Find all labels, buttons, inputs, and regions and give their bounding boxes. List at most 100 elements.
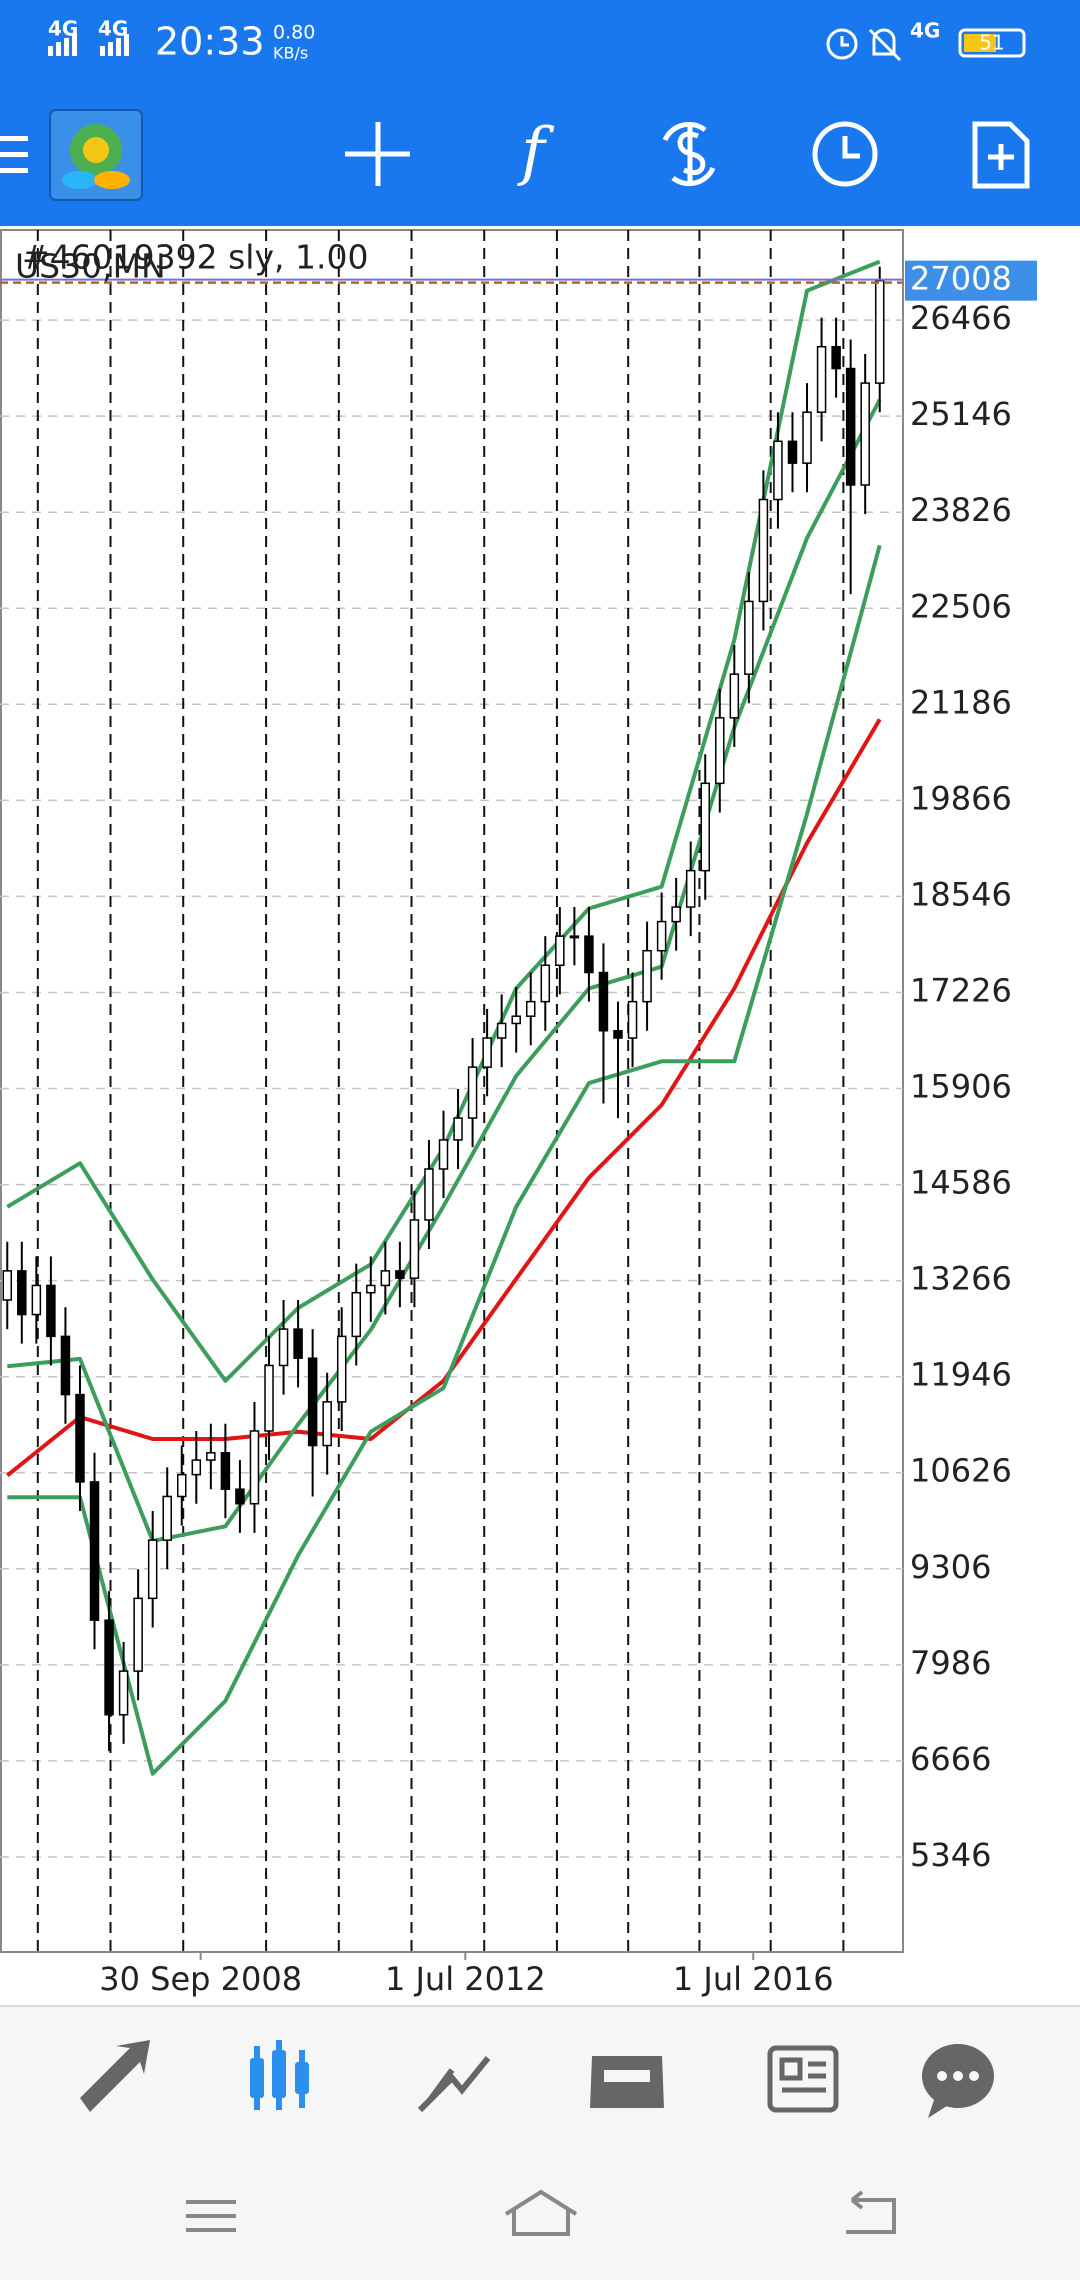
candle-body bbox=[787, 440, 798, 464]
trade-tab[interactable] bbox=[417, 2056, 491, 2113]
candle-body bbox=[60, 1335, 71, 1396]
candle-body bbox=[235, 1488, 245, 1505]
candle-body bbox=[424, 1168, 434, 1221]
y-tick-label: 18546 bbox=[910, 875, 1012, 913]
crosshair-button[interactable] bbox=[345, 122, 410, 186]
candle-body bbox=[249, 1430, 260, 1505]
trade-button[interactable] bbox=[662, 121, 716, 187]
candle-body bbox=[860, 382, 870, 486]
candle-body bbox=[220, 1452, 231, 1490]
battery-percent: 51 bbox=[979, 31, 1004, 55]
chat-tab[interactable] bbox=[922, 2044, 994, 2118]
y-tick-label: 5346 bbox=[910, 1836, 991, 1874]
history-tab[interactable] bbox=[590, 2056, 664, 2108]
candle-body bbox=[380, 1270, 391, 1287]
candle-body bbox=[307, 1357, 318, 1447]
nav-menu[interactable] bbox=[186, 2200, 236, 2232]
candle-body bbox=[715, 717, 725, 785]
x-tick-label: 1 Jul 2016 bbox=[673, 1960, 834, 1998]
chart-tab[interactable] bbox=[250, 2040, 309, 2110]
mute-icon bbox=[868, 28, 902, 62]
signal-icon bbox=[100, 34, 129, 56]
candle-body bbox=[656, 920, 667, 952]
candle-body bbox=[31, 1284, 42, 1316]
candle-body bbox=[584, 935, 594, 974]
candle-body bbox=[322, 1401, 332, 1447]
candle-body bbox=[206, 1452, 216, 1461]
candle-body bbox=[264, 1364, 274, 1432]
news-tab[interactable] bbox=[767, 2045, 839, 2113]
net-speed-unit: KB/s bbox=[273, 44, 308, 63]
y-tick-label: 17226 bbox=[910, 971, 1012, 1009]
y-tick-label: 21186 bbox=[910, 683, 1012, 721]
y-tick-label: 14586 bbox=[910, 1164, 1012, 1202]
timeframe-button[interactable] bbox=[812, 121, 878, 187]
candle-body bbox=[845, 367, 856, 486]
candle-body bbox=[613, 1029, 623, 1039]
candle-body bbox=[555, 935, 565, 967]
candle-body bbox=[816, 345, 827, 413]
candle-body bbox=[104, 1619, 114, 1716]
candle-body bbox=[773, 440, 783, 501]
header-bg bbox=[0, 0, 1080, 226]
x-tick-label: 1 Jul 2012 bbox=[385, 1960, 546, 1998]
order-label: #46019392 sly, 1.00 bbox=[22, 238, 368, 277]
candle-body bbox=[133, 1597, 143, 1672]
indicator-line bbox=[6, 718, 882, 1477]
candle-body bbox=[467, 1066, 478, 1119]
candle-body bbox=[540, 964, 551, 1003]
y-tick-label: 25146 bbox=[910, 395, 1012, 433]
candle-body bbox=[395, 1270, 405, 1279]
bottom-bar bbox=[0, 2006, 1080, 2280]
quotes-tab[interactable] bbox=[80, 2040, 150, 2112]
candle-body bbox=[729, 673, 740, 719]
candle-body bbox=[671, 906, 681, 923]
candle-body bbox=[89, 1481, 100, 1621]
candle-body bbox=[642, 949, 652, 1003]
x-tick-label: 30 Sep 2008 bbox=[99, 1960, 302, 1998]
candle-body bbox=[438, 1139, 449, 1170]
symbol-label: US30,MN bbox=[15, 247, 166, 286]
candle-body bbox=[511, 1015, 521, 1025]
candle-body bbox=[453, 1117, 463, 1141]
nav-back[interactable] bbox=[846, 2190, 896, 2234]
battery-icon bbox=[958, 28, 1026, 58]
alarm-icon bbox=[826, 28, 858, 60]
candle-body bbox=[598, 971, 609, 1032]
candle-body bbox=[482, 1037, 492, 1068]
y-tick-label: 7986 bbox=[910, 1644, 991, 1682]
y-tick-label: 19866 bbox=[910, 779, 1012, 817]
clock: 20:33 bbox=[155, 20, 265, 64]
candle-body bbox=[627, 1000, 638, 1039]
chart bbox=[0, 230, 903, 1952]
menu-button[interactable] bbox=[0, 136, 28, 173]
candle-body bbox=[75, 1393, 85, 1483]
candle-body bbox=[177, 1473, 187, 1498]
candle-body bbox=[46, 1284, 56, 1338]
nav-home[interactable] bbox=[504, 2189, 578, 2236]
signal-icon bbox=[48, 34, 77, 56]
candle-body bbox=[874, 279, 885, 384]
new-order-button[interactable] bbox=[972, 121, 1030, 189]
candle-body bbox=[2, 1270, 13, 1301]
app-logo[interactable] bbox=[49, 109, 143, 201]
candle-body bbox=[278, 1328, 289, 1367]
candle-body bbox=[802, 411, 812, 464]
candle-body bbox=[685, 869, 696, 908]
current-price-label: 27008 bbox=[910, 260, 1012, 298]
network-label: 4G bbox=[910, 19, 940, 43]
candle-body bbox=[191, 1459, 202, 1476]
battery-level bbox=[964, 34, 996, 52]
candle-body bbox=[569, 935, 580, 939]
candle-body bbox=[118, 1670, 129, 1716]
y-tick-label: 10626 bbox=[910, 1452, 1012, 1490]
y-tick-label: 6666 bbox=[910, 1740, 991, 1778]
net-speed: 0.80 bbox=[273, 22, 315, 44]
candle-body bbox=[525, 1000, 536, 1017]
candle-body bbox=[496, 1022, 507, 1039]
y-tick-label: 23826 bbox=[910, 491, 1012, 529]
price-label-bg bbox=[905, 260, 1037, 301]
candle-body bbox=[147, 1539, 158, 1600]
